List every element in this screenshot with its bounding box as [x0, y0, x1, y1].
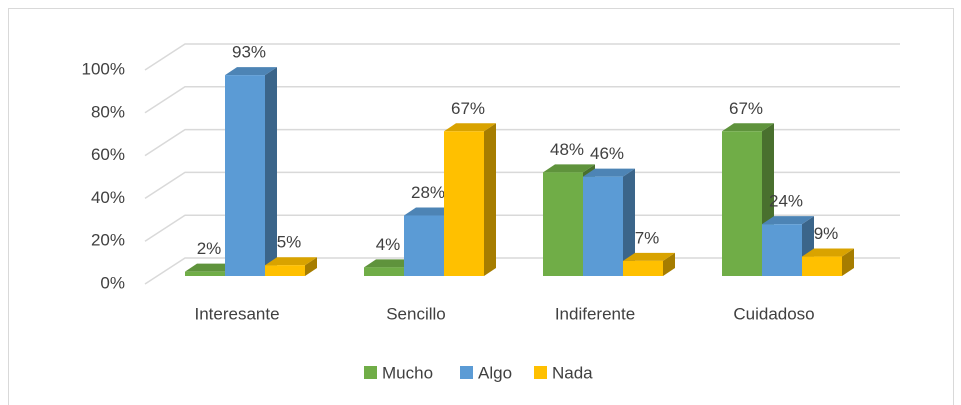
grid-line: [144, 86, 900, 114]
x-tick-label: Interesante: [194, 304, 279, 323]
value-label: 67%: [451, 99, 485, 118]
y-tick-label: 80%: [91, 102, 125, 121]
x-tick-label: Indiferente: [555, 304, 635, 323]
bar: [444, 131, 484, 276]
legend-swatch: [364, 366, 377, 379]
bar: [623, 260, 663, 276]
bar-top: [404, 207, 456, 216]
y-tick-label: 60%: [91, 145, 125, 164]
grid-line: [144, 214, 900, 242]
bar-side: [842, 248, 854, 276]
value-label: 4%: [376, 235, 401, 254]
bar-top: [185, 263, 237, 272]
bar: [762, 224, 802, 276]
x-tick-label: Cuidadoso: [733, 304, 814, 323]
y-tick-label: 0%: [100, 273, 125, 292]
bar: [583, 176, 623, 276]
bar-side: [623, 168, 635, 276]
bar: [404, 215, 444, 276]
value-label: 28%: [411, 183, 445, 202]
legend-swatch: [534, 366, 547, 379]
bar: [802, 256, 842, 276]
bar-top: [623, 252, 675, 261]
bar-top: [722, 123, 774, 132]
bar-top: [364, 259, 416, 268]
y-tick-label: 40%: [91, 188, 125, 207]
bar-side: [663, 252, 675, 276]
grid-line: [144, 43, 900, 71]
bar-top: [265, 257, 317, 266]
legend-label: Algo: [478, 363, 512, 382]
value-label: 9%: [814, 224, 839, 243]
value-label: 24%: [769, 192, 803, 211]
bar-top: [444, 123, 496, 132]
value-label: 2%: [197, 239, 222, 258]
bar-side: [484, 123, 496, 276]
legend-label: Nada: [552, 363, 593, 382]
bar: [185, 271, 225, 276]
bar-side: [305, 257, 317, 276]
value-label: 46%: [590, 144, 624, 163]
grid-line: [144, 128, 900, 157]
x-tick-label: Sencillo: [386, 304, 446, 323]
bar: [543, 172, 583, 276]
y-tick-label: 100%: [82, 59, 125, 78]
value-label: 67%: [729, 99, 763, 118]
bar: [225, 75, 265, 277]
bar: [722, 131, 762, 276]
bar-side: [265, 67, 277, 277]
grid-line: [144, 171, 900, 200]
bar-top: [583, 168, 635, 177]
y-tick-label: 20%: [91, 231, 125, 250]
value-label: 93%: [232, 43, 266, 62]
bar-top: [225, 67, 277, 76]
value-label: 48%: [550, 140, 584, 159]
value-label: 7%: [635, 228, 660, 247]
legend-label: Mucho: [382, 363, 433, 382]
bar-top: [543, 164, 595, 173]
legend-swatch: [460, 366, 473, 379]
bar: [364, 267, 404, 276]
chart-border: [8, 8, 954, 405]
bar: [265, 265, 305, 276]
value-label: 5%: [277, 233, 302, 252]
bar-top: [762, 216, 814, 225]
bar-top: [802, 248, 854, 257]
